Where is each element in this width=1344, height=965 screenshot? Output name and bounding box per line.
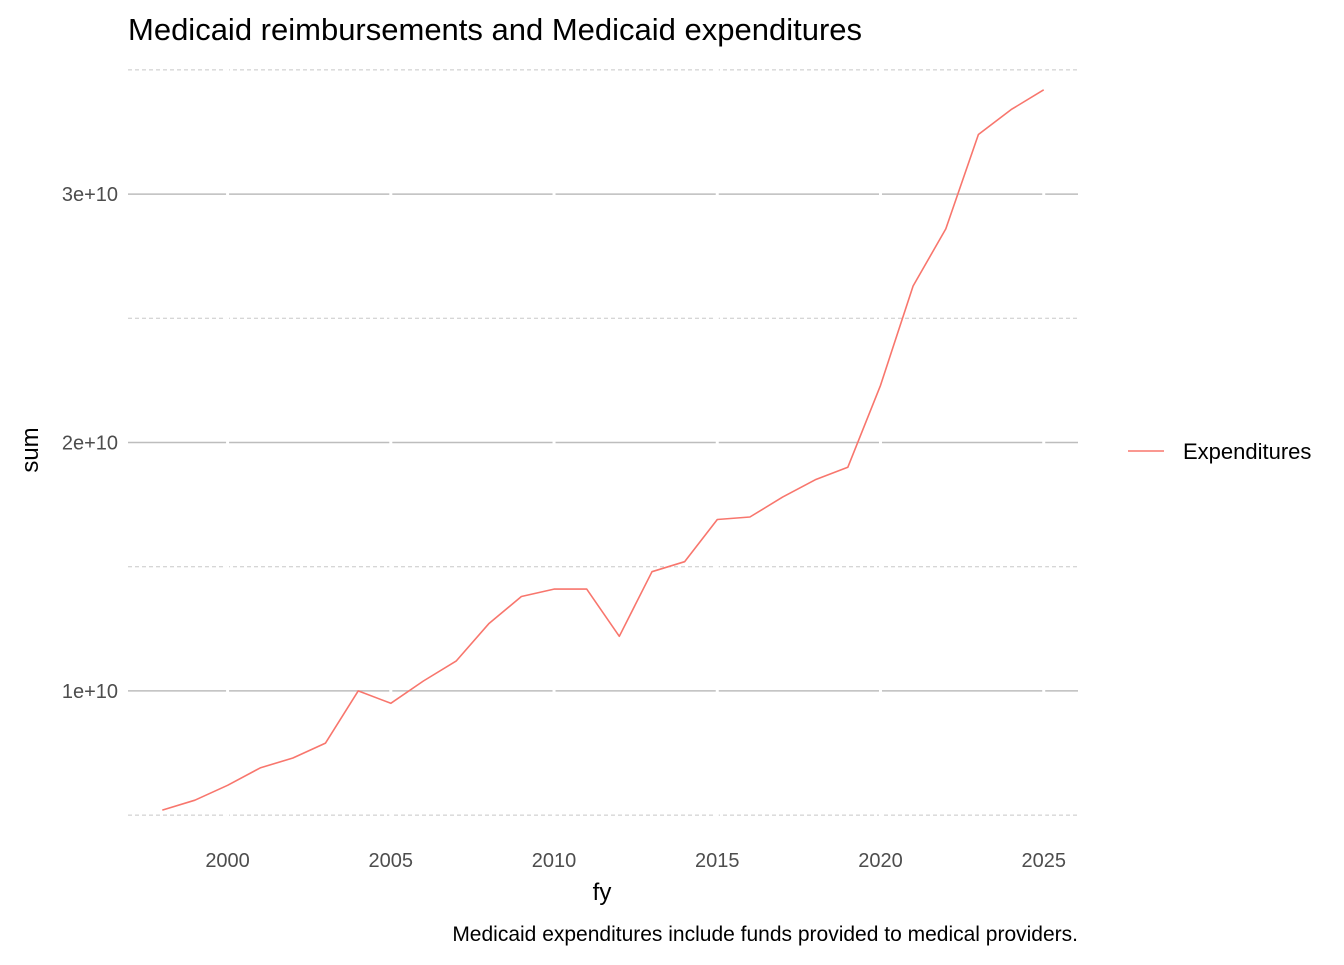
- y-tick-label: 1e+10: [62, 681, 118, 703]
- x-axis-label: fy: [593, 879, 612, 906]
- chart-title: Medicaid reimbursements and Medicaid exp…: [128, 12, 862, 47]
- series-layer: [162, 89, 1045, 811]
- y-tick-label: 2e+10: [62, 433, 118, 455]
- grid: [128, 55, 1078, 830]
- x-tick-label: 2020: [858, 850, 903, 872]
- y-tick-label: 3e+10: [62, 184, 118, 206]
- x-tick-label: 2010: [532, 850, 577, 872]
- y-axis-ticks: 1e+10 2e+10 3e+10: [62, 184, 118, 703]
- legend-label-expenditures: Expenditures: [1183, 439, 1311, 464]
- y-axis-label: sum: [17, 427, 44, 472]
- x-tick-label: 2000: [205, 850, 250, 872]
- legend: Expenditures: [1128, 439, 1311, 464]
- x-tick-label: 2005: [369, 850, 414, 872]
- series-line-expenditures: [162, 89, 1045, 811]
- x-axis-ticks: 2000 2005 2010 2015 2020 2025: [205, 850, 1066, 872]
- chart-caption: Medicaid expenditures include funds prov…: [452, 923, 1078, 946]
- x-tick-label: 2025: [1021, 850, 1066, 872]
- x-tick-label: 2015: [695, 850, 740, 872]
